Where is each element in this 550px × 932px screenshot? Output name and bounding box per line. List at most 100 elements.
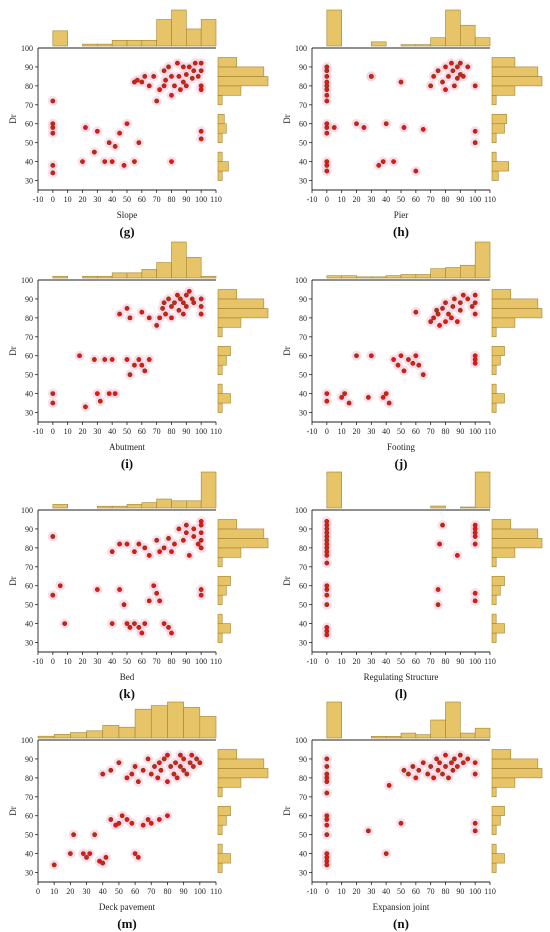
top-histogram-bar [53, 734, 71, 739]
data-point [50, 121, 56, 127]
x-tick-label: 60 [131, 887, 139, 896]
data-point [183, 530, 189, 536]
x-tick-label: 100 [195, 427, 207, 436]
data-point [376, 162, 382, 168]
top-histogram-bar [200, 19, 217, 47]
right-histogram-bar [491, 289, 512, 300]
data-point [100, 860, 106, 866]
y-tick-label: 80 [299, 82, 307, 91]
y-tick-label: 30 [299, 409, 307, 418]
data-point [180, 300, 186, 306]
x-tick-label: 80 [442, 195, 450, 204]
top-histogram-bar [111, 272, 128, 279]
panel-l: -10 0 10 20 30 40 50 60 70 80 90 100 110304050607080… [282, 471, 543, 701]
top-histogram-bar [460, 732, 476, 739]
data-point [457, 60, 463, 66]
x-tick-label: 50 [123, 657, 131, 666]
right-histogram-bar [491, 364, 497, 375]
top-histogram-bar [126, 40, 143, 47]
data-point [450, 767, 456, 773]
y-tick-label: 80 [25, 82, 33, 91]
x-tick-label: 60 [412, 657, 420, 666]
y-tick-label: 80 [299, 314, 307, 323]
y-tick-label: 40 [25, 620, 33, 629]
data-point [124, 775, 130, 781]
data-point [132, 621, 137, 626]
data-point [324, 790, 330, 796]
data-point [80, 159, 85, 164]
data-point [465, 64, 471, 70]
data-point [324, 764, 330, 769]
data-point [472, 598, 478, 604]
data-point [198, 545, 204, 551]
panel-letter: (g) [119, 224, 134, 239]
x-tick-label: 10 [338, 887, 346, 896]
data-point [324, 756, 330, 762]
right-histogram-bar [217, 613, 223, 624]
right-histogram-bar [217, 594, 223, 605]
data-point [169, 630, 174, 636]
data-point [83, 404, 88, 410]
right-histogram-bar [491, 327, 497, 338]
top-histogram-bar [385, 736, 402, 739]
right-histogram-bar [217, 538, 269, 549]
top-histogram-bar [111, 505, 128, 509]
x-tick-label: 50 [123, 195, 131, 204]
y-axis-label: Dr [8, 114, 18, 124]
y-tick-label: 80 [25, 314, 33, 323]
data-point [124, 541, 130, 547]
data-point [346, 400, 352, 406]
data-point [154, 323, 160, 328]
right-histogram-bar [217, 161, 229, 172]
data-point [71, 832, 76, 838]
data-point [198, 537, 204, 543]
data-point [420, 127, 426, 132]
x-tick-label: 20 [353, 195, 361, 204]
data-point [413, 309, 419, 315]
right-histogram-bar [217, 758, 265, 769]
data-point [109, 549, 115, 555]
y-tick-label: 100 [295, 736, 307, 745]
y-tick-label: 60 [299, 812, 307, 821]
data-point [132, 362, 137, 368]
top-histogram-bar [326, 701, 342, 739]
data-point [443, 764, 448, 769]
data-point [106, 140, 112, 146]
right-histogram-bar [491, 161, 509, 172]
x-tick-label: 110 [210, 887, 222, 896]
data-point [94, 587, 100, 592]
data-point [174, 775, 180, 781]
right-histogram-bar [491, 768, 543, 779]
data-point [181, 767, 187, 773]
y-tick-label: 30 [299, 869, 307, 878]
data-point [331, 125, 337, 130]
data-point [383, 851, 389, 856]
data-point [51, 862, 57, 868]
right-histogram-bar [491, 843, 497, 854]
data-point [151, 74, 157, 79]
right-histogram-bar [491, 613, 497, 624]
top-histogram-bar [430, 268, 446, 279]
x-tick-label: 50 [397, 887, 405, 896]
right-histogram-bar [217, 787, 223, 798]
data-point [431, 775, 437, 781]
x-tick-label: 110 [484, 887, 496, 896]
data-point [106, 391, 112, 396]
top-histogram-bar [97, 275, 113, 279]
y-axis-label: Dr [282, 806, 292, 816]
right-histogram-bar [217, 519, 238, 530]
data-point [198, 68, 204, 74]
data-point [132, 764, 138, 769]
data-point [189, 752, 195, 758]
data-point [124, 305, 130, 311]
top-histogram-bar [474, 727, 491, 739]
y-tick-label: 100 [21, 44, 33, 53]
top-histogram-bar [371, 276, 387, 279]
data-point [117, 587, 122, 592]
y-tick-label: 70 [25, 563, 33, 572]
data-point [172, 300, 177, 306]
top-histogram-bar [326, 275, 342, 279]
x-tick-label: 20 [79, 657, 87, 666]
data-point [324, 168, 330, 174]
data-point [472, 300, 478, 306]
